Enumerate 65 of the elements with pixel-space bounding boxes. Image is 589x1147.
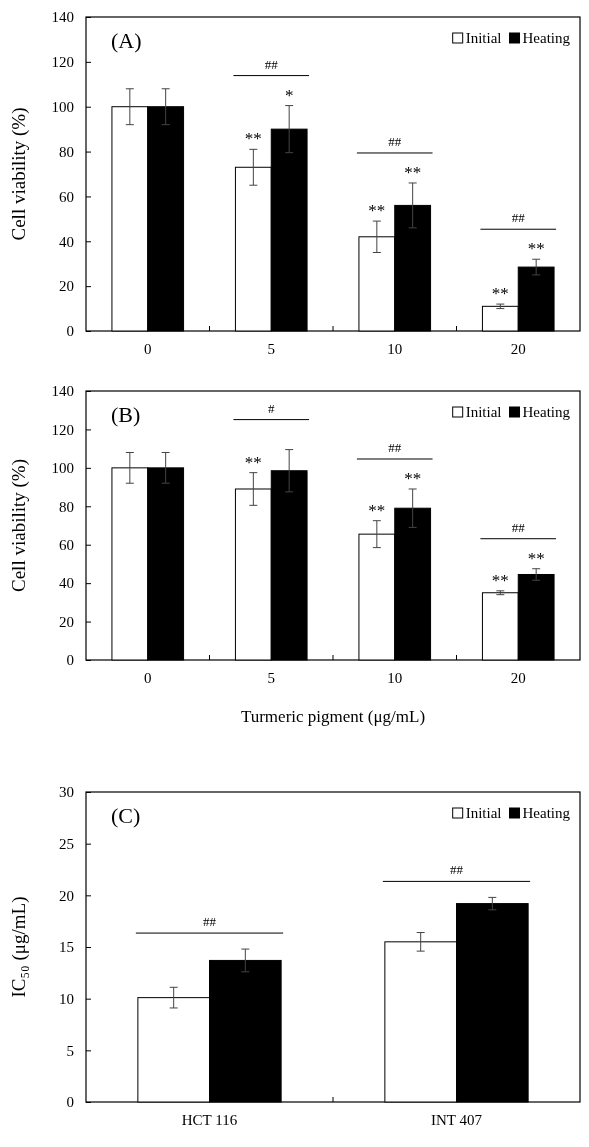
y-tick-label: 140 bbox=[51, 383, 74, 400]
y-tick-label: 60 bbox=[59, 188, 74, 205]
annotation: ** bbox=[404, 162, 422, 182]
text: (A) bbox=[111, 28, 142, 53]
y-tick-label: 80 bbox=[59, 498, 74, 515]
annotation: ** bbox=[491, 570, 509, 590]
y-tick-label: 120 bbox=[51, 421, 74, 438]
y-tick-label: 20 bbox=[59, 613, 74, 630]
x-tick-label: INT 407 bbox=[431, 1112, 483, 1129]
legend-label: Heating bbox=[522, 805, 571, 821]
x-tick-label: 0 bbox=[144, 670, 152, 687]
y-tick-label: 30 bbox=[59, 784, 74, 801]
y-tick-label: 140 bbox=[51, 9, 74, 26]
legend-label: Initial bbox=[465, 30, 502, 46]
annotation: ** bbox=[404, 468, 422, 488]
x-tick-label: 20 bbox=[510, 670, 526, 687]
annotation: ## bbox=[264, 56, 279, 72]
annotation: ## bbox=[511, 519, 526, 535]
y-axis-title: IC₅₀ (μg/mL) bbox=[8, 896, 30, 998]
y-tick-label: 40 bbox=[59, 575, 74, 592]
annotation: ** bbox=[368, 500, 386, 520]
y-tick-label: 100 bbox=[51, 99, 74, 116]
y-tick-label: 60 bbox=[59, 537, 74, 554]
annotation: ## bbox=[450, 862, 464, 878]
y-tick-label: 25 bbox=[59, 835, 74, 852]
annotation: # bbox=[268, 400, 275, 416]
x-tick-label: 5 bbox=[267, 341, 275, 358]
y-tick-label: 20 bbox=[59, 887, 74, 904]
legend-label: Initial bbox=[465, 805, 502, 821]
y-tick-label: 120 bbox=[51, 54, 74, 71]
x-axis-title: Turmeric pigment (μg/mL) bbox=[240, 707, 426, 726]
legend-label: Heating bbox=[522, 30, 571, 46]
annotation: ** bbox=[527, 239, 545, 259]
annotation: ** bbox=[244, 129, 262, 149]
y-tick-label: 40 bbox=[59, 233, 74, 250]
legend-label: Initial bbox=[465, 404, 502, 420]
x-tick-label: 5 bbox=[267, 670, 275, 687]
x-tick-label: 0 bbox=[144, 341, 152, 358]
x-tick-label: 10 bbox=[387, 341, 403, 358]
annotation: ** bbox=[244, 452, 262, 472]
y-axis-title: Cell viability (%) bbox=[8, 107, 30, 241]
annotation: ** bbox=[491, 284, 509, 304]
annotation: ## bbox=[388, 133, 402, 149]
legend-label: Heating bbox=[522, 404, 571, 420]
y-tick-label: 0 bbox=[66, 652, 74, 669]
y-tick-label: 15 bbox=[59, 939, 74, 956]
y-tick-label: 100 bbox=[51, 460, 74, 477]
x-tick-label: 10 bbox=[387, 670, 403, 687]
y-tick-label: 0 bbox=[66, 1094, 74, 1111]
x-tick-label: HCT 116 bbox=[181, 1112, 238, 1129]
annotation: ## bbox=[203, 914, 217, 930]
y-tick-label: 20 bbox=[59, 278, 74, 295]
annotation: ## bbox=[511, 210, 526, 226]
y-axis-title: Cell viability (%) bbox=[8, 459, 30, 592]
annotation: ** bbox=[368, 201, 386, 221]
y-tick-label: 0 bbox=[66, 323, 74, 340]
annotation: * bbox=[284, 85, 294, 105]
y-tick-label: 80 bbox=[59, 143, 74, 160]
y-tick-label: 5 bbox=[66, 1042, 74, 1059]
annotation: ## bbox=[388, 439, 402, 455]
text: (B) bbox=[111, 402, 141, 427]
annotation: ** bbox=[527, 548, 545, 568]
x-tick-label: 20 bbox=[510, 341, 526, 358]
y-tick-label: 10 bbox=[59, 990, 74, 1007]
text: (C) bbox=[111, 803, 141, 828]
